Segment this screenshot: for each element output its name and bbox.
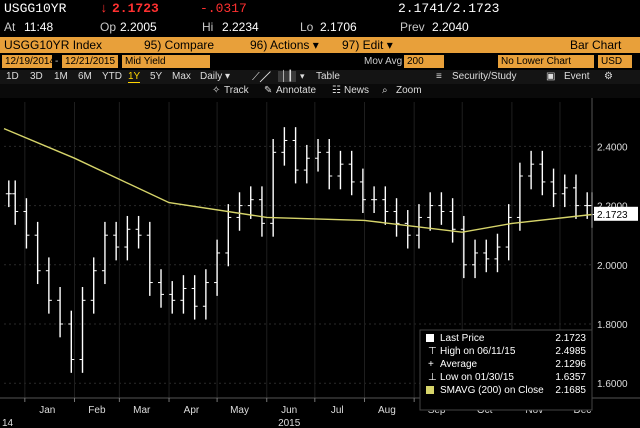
legend-low-icon: ⊥ [428, 372, 437, 383]
last-value-tag-box [594, 206, 638, 221]
legend-last-price-value: 2.1723 [555, 333, 586, 344]
news-button[interactable]: News [344, 85, 370, 96]
end-date-field[interactable]: 12/21/2015 [62, 55, 118, 68]
x-tick-label: Apr [184, 405, 200, 416]
period-5y[interactable]: 5Y [150, 71, 163, 82]
time-label: At [4, 20, 16, 34]
high-value: 2.2234 [222, 20, 259, 34]
ticker-symbol: USGG10YR [4, 1, 67, 16]
yield-type-select[interactable]: Mid Yield [122, 55, 210, 68]
prev-value: 2.2040 [432, 20, 469, 34]
y-tick-label: 2.4000 [597, 142, 628, 153]
bid-ask: 2.1741/2.1723 [398, 1, 500, 16]
legend-sma-label: SMAVG (200) on Close [440, 385, 544, 396]
x-start-label: 14 [2, 418, 14, 428]
last-price-swatch [426, 334, 434, 342]
period-bar: 1D 3D 1M 6M YTD 1Y 5Y Max Daily ▾ ⟋╱ │┃ … [0, 70, 640, 84]
open-label: Op [100, 20, 117, 34]
lower-chart-select[interactable]: No Lower Chart [498, 55, 594, 68]
chart-view-label: Bar Chart [570, 38, 622, 52]
legend-sma-value: 2.1685 [555, 385, 586, 396]
high-label: Hi [202, 20, 214, 34]
event-button[interactable]: Event [564, 71, 590, 82]
sma-swatch [426, 386, 434, 394]
net-change: -.0317 [200, 1, 247, 16]
compare-button[interactable]: 95) Compare [144, 38, 215, 52]
x-tick-label: May [230, 405, 249, 416]
zoom-button[interactable]: Zoom [396, 85, 422, 96]
prev-label: Prev [400, 20, 425, 34]
news-icon[interactable]: ☷ [332, 85, 341, 96]
track-button[interactable]: Track [224, 85, 249, 96]
bar-chart-icon[interactable]: │┃ [278, 71, 297, 82]
chart-legend: Last Price 2.1723 ⊤ High on 06/11/15 2.4… [419, 329, 593, 411]
last-value-tag-text: 2.1723 [597, 210, 628, 221]
stats-bar: At 11:48 Op 2.2005 Hi 2.2234 Lo 2.1706 P… [0, 18, 640, 36]
field-bar: 12/19/2014 - 12/21/2015 Mid Yield Mov Av… [0, 54, 640, 69]
price-bars [5, 127, 595, 373]
x-tick-label: Jan [39, 405, 55, 416]
period-6m[interactable]: 6M [78, 71, 92, 82]
line-chart-icon[interactable]: ⟋╱ [252, 71, 271, 83]
legend-high-label: High on 06/11/15 [440, 346, 516, 357]
period-ytd[interactable]: YTD [102, 71, 122, 82]
zoom-icon[interactable]: ⌕ [382, 85, 388, 96]
command-bar: USGG10YR Index 95) Compare 96) Actions ▾… [0, 37, 640, 53]
quote-time: 11:48 [24, 20, 54, 34]
table-button[interactable]: Table [316, 71, 340, 82]
low-value: 2.1706 [320, 20, 357, 34]
x-year-label: 2015 [278, 418, 301, 428]
legend-high-icon: ⊤ [428, 346, 437, 357]
security-study-button[interactable]: Security/Study [452, 71, 517, 82]
legend-last-price-label: Last Price [440, 333, 485, 344]
mov-avg-label: Mov Avg [364, 56, 403, 67]
low-label: Lo [300, 20, 314, 34]
sma-polyline [3, 127, 593, 233]
open-value: 2.2005 [120, 20, 157, 34]
start-date-field[interactable]: 12/19/2014 [2, 55, 55, 68]
frequency-select[interactable]: Daily ▾ [200, 71, 231, 82]
event-icon[interactable]: ▣ [546, 71, 556, 82]
period-3d[interactable]: 3D [30, 71, 43, 82]
x-tick-label: Mar [133, 405, 151, 416]
quote-bar: USGG10YR ↓ 2.1723 -.0317 2.1741/2.1723 [0, 0, 640, 18]
period-1y[interactable]: 1Y [128, 71, 141, 83]
y-tick-label: 2.0000 [597, 261, 628, 272]
x-tick-label: Jul [331, 405, 344, 416]
x-tick-label: Feb [88, 405, 106, 416]
x-tick-label: Aug [378, 405, 396, 416]
legend-low-value: 1.6357 [555, 372, 586, 383]
legend-average-value: 2.1296 [555, 359, 586, 370]
annotate-icon[interactable]: ✎ [264, 85, 273, 96]
mov-avg-field[interactable]: 200 [404, 55, 444, 68]
security-study-icon[interactable]: ≡ [436, 71, 442, 82]
legend-average-icon: + [428, 359, 434, 370]
settings-icon[interactable]: ⚙ [604, 71, 613, 82]
period-max[interactable]: Max [172, 71, 191, 82]
sma-line [3, 127, 593, 233]
y-tick-label: 1.6000 [597, 379, 628, 390]
date-separator: - [55, 56, 59, 67]
legend-high-value: 2.4985 [555, 346, 586, 357]
legend-box [419, 329, 593, 411]
last-value-tag: 2.1723 [594, 206, 638, 221]
chart-tools-bar: ✧ Track ✎ Annotate ☷ News ⌕ Zoom [0, 84, 640, 98]
x-tick-label: Jun [281, 405, 297, 416]
actions-menu[interactable]: 96) Actions ▾ [250, 38, 319, 52]
legend-low-label: Low on 01/30/15 [440, 372, 514, 383]
chart-type-dropdown-icon[interactable]: ▾ [300, 71, 305, 81]
security-name: USGG10YR Index [4, 38, 103, 52]
down-arrow-icon: ↓ [100, 1, 108, 16]
last-price: 2.1723 [112, 1, 159, 16]
y-tick-label: 1.8000 [597, 320, 628, 331]
track-icon[interactable]: ✧ [212, 85, 221, 96]
period-1m[interactable]: 1M [54, 71, 68, 82]
legend-average-label: Average [440, 359, 478, 370]
currency-field[interactable]: USD [598, 55, 632, 68]
annotate-button[interactable]: Annotate [276, 85, 317, 96]
period-1d[interactable]: 1D [6, 71, 19, 82]
edit-menu[interactable]: 97) Edit ▾ [342, 38, 393, 52]
